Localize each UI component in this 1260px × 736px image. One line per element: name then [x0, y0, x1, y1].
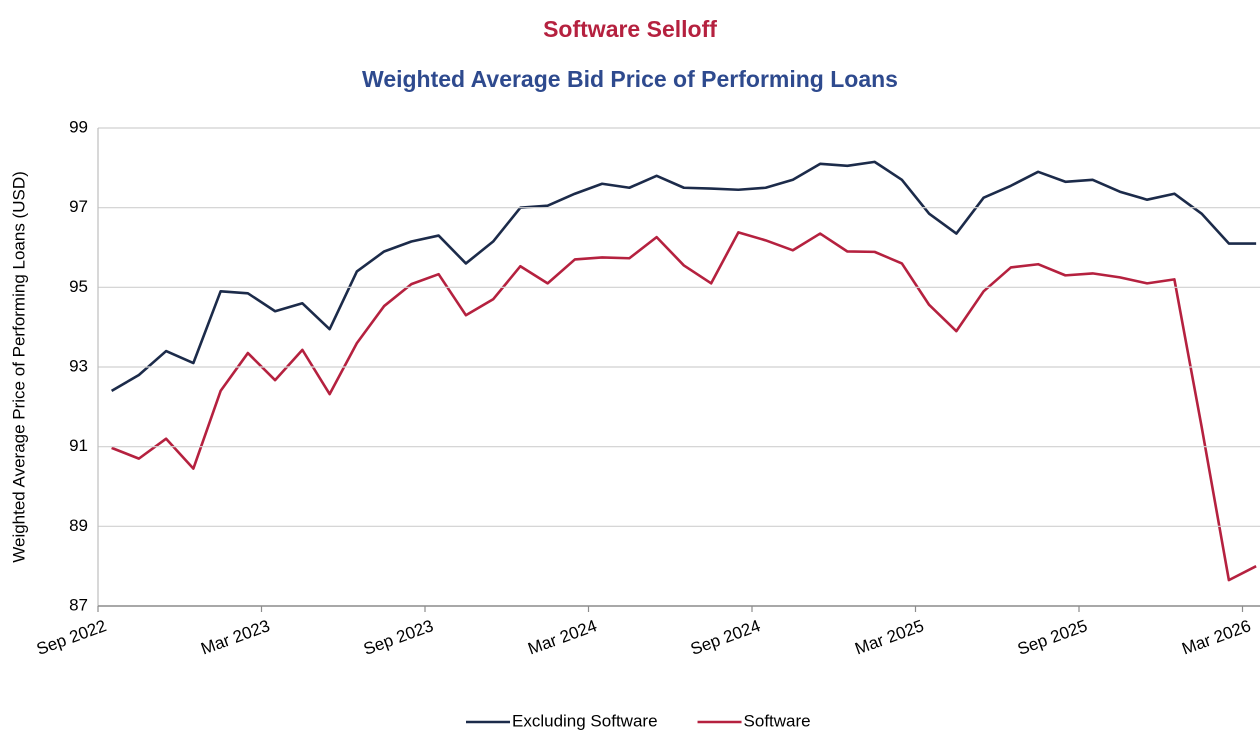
y-tick-label: 97 [69, 197, 88, 216]
y-tick-label: 93 [69, 356, 88, 375]
x-tick-label: Mar 2026 [1179, 616, 1253, 658]
x-tick-label: Sep 2022 [34, 616, 109, 659]
series-line [110, 160, 1257, 393]
x-tick-label: Mar 2023 [198, 616, 272, 658]
y-tick-label: 99 [69, 117, 88, 136]
chart-title: Software Selloff [543, 16, 717, 42]
y-axis-label: Weighted Average Price of Performing Loa… [9, 171, 28, 563]
y-tick-label: 89 [69, 516, 88, 535]
x-tick-label: Mar 2025 [852, 616, 926, 658]
y-tick-label: 95 [69, 277, 88, 296]
x-tick-label: Sep 2025 [1015, 616, 1090, 659]
plot-area [110, 160, 1257, 582]
legend-label: Excluding Software [512, 711, 658, 730]
x-tick-label: Mar 2024 [525, 616, 599, 658]
legend-label: Software [744, 711, 811, 730]
y-tick-label: 87 [69, 595, 88, 614]
y-tick-label: 91 [69, 436, 88, 455]
chart-subtitle: Weighted Average Bid Price of Performing… [362, 66, 898, 92]
x-tick-label: Sep 2024 [688, 616, 763, 659]
series-line [111, 231, 1257, 582]
x-tick-label: Sep 2023 [361, 616, 436, 659]
